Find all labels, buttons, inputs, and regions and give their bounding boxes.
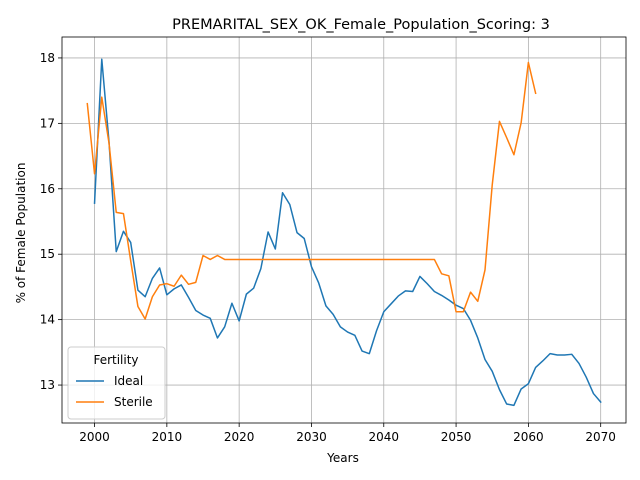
y-axis-ticks: 13 14 15 16 17 18	[40, 51, 62, 392]
x-tick-label: 2070	[585, 430, 616, 444]
x-tick-label: 2010	[152, 430, 183, 444]
legend: Fertility Ideal Sterile	[67, 346, 166, 420]
y-tick-label: 16	[40, 182, 55, 196]
series-line-ideal	[93, 58, 602, 407]
y-tick-label: 13	[40, 378, 55, 392]
x-tick-label: 2030	[296, 430, 327, 444]
plot-frame	[61, 36, 627, 424]
x-tick-label: 2050	[441, 430, 472, 444]
legend-title: Fertility	[93, 353, 138, 367]
series-layer	[86, 58, 602, 407]
legend-label-sterile: Sterile	[114, 395, 153, 409]
x-axis-label: Years	[326, 451, 359, 465]
legend-box	[67, 346, 166, 420]
x-tick-label: 2040	[368, 430, 399, 444]
x-axis-ticks: 2000 2010 2020 2030 2040 2050 2060 2070	[79, 423, 616, 444]
x-tick-label: 2020	[224, 430, 255, 444]
x-tick-label: 2000	[79, 430, 110, 444]
y-tick-label: 14	[40, 313, 55, 327]
y-axis-label: % of Female Population	[14, 163, 28, 304]
chart-title: PREMARITAL_SEX_OK_Female_Population_Scor…	[172, 17, 550, 33]
legend-label-ideal: Ideal	[114, 374, 143, 388]
series-line-sterile	[86, 61, 537, 320]
x-tick-label: 2060	[513, 430, 544, 444]
y-tick-label: 18	[40, 51, 55, 65]
y-tick-label: 15	[40, 247, 55, 261]
grid	[62, 37, 626, 423]
y-tick-label: 17	[40, 116, 55, 130]
